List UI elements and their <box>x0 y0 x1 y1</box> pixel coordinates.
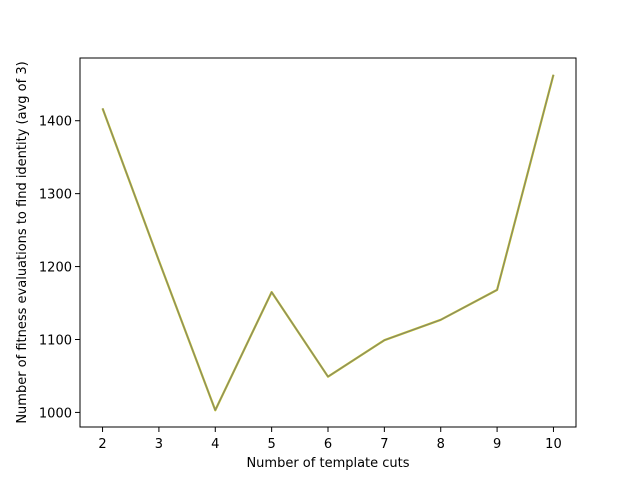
x-tick-label: 6 <box>324 437 332 452</box>
series-layer <box>101 74 555 412</box>
y-tick-label: 1200 <box>39 261 72 276</box>
x-tick-label: 3 <box>155 437 163 452</box>
x-tick-label: 5 <box>267 437 275 452</box>
x-axis-ticks: 2 3 4 5 6 7 8 9 10 <box>98 427 562 452</box>
x-tick-label: 7 <box>380 437 388 452</box>
y-axis-label: Number of fitness evaluations to find id… <box>15 61 30 423</box>
y-tick-label: 1400 <box>39 115 72 130</box>
series-line-2 <box>102 74 554 411</box>
x-tick-label: 8 <box>437 437 445 452</box>
y-axis-ticks: 1000 1100 1200 1300 1400 <box>39 115 80 421</box>
y-tick-label: 1100 <box>39 333 72 348</box>
x-tick-label: 9 <box>493 437 501 452</box>
y-tick-label: 1000 <box>39 406 72 421</box>
x-tick-label: 2 <box>98 437 106 452</box>
axes-frame <box>79 57 577 428</box>
x-axis-label: Number of template cuts <box>246 456 409 471</box>
x-tick-label: 4 <box>211 437 219 452</box>
x-tick-label: 10 <box>545 437 562 452</box>
y-tick-label: 1300 <box>39 188 72 203</box>
plot-area <box>80 58 576 427</box>
